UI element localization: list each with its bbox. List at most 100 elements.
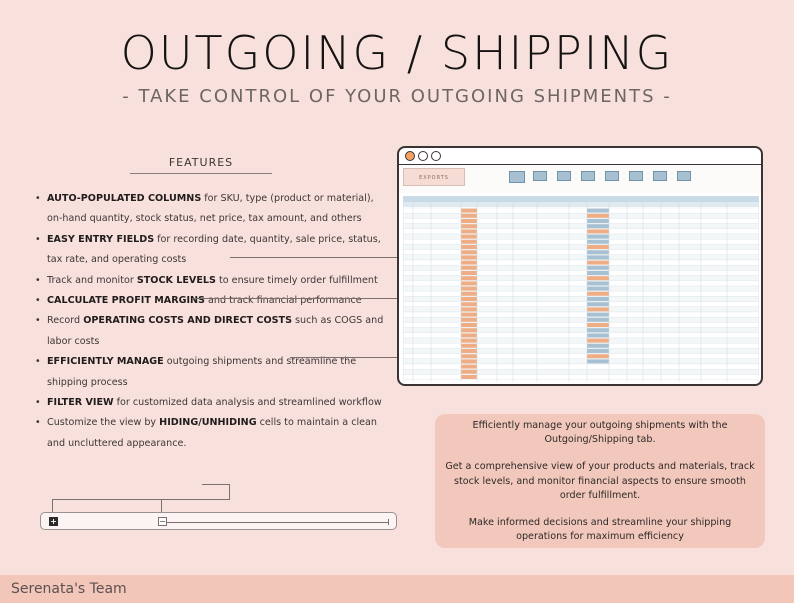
connector-line xyxy=(229,484,230,500)
connector-line xyxy=(192,298,592,299)
feature-text: outgoing shipments and streamline the sh… xyxy=(47,356,357,388)
type-cell xyxy=(461,291,477,296)
minimize-dot[interactable] xyxy=(418,151,428,161)
status-cell xyxy=(587,323,609,327)
collapse-group-button[interactable]: − xyxy=(158,517,167,526)
table-row xyxy=(403,342,759,349)
dashboard-icon[interactable] xyxy=(509,171,525,183)
type-cell xyxy=(461,255,477,260)
status-cell xyxy=(587,213,609,218)
status-cell xyxy=(587,281,609,286)
type-cell xyxy=(461,364,477,369)
status-cell xyxy=(587,229,609,234)
type-cell xyxy=(461,265,477,270)
feature-bold: EFFICIENTLY MANAGE xyxy=(47,356,164,368)
table-row xyxy=(403,249,759,255)
group-range-end xyxy=(388,519,389,525)
status-cell xyxy=(587,343,609,348)
table-row xyxy=(403,228,759,235)
status-cell xyxy=(587,276,609,281)
status-cell xyxy=(587,312,609,317)
feature-item: AUTO-POPULATED COLUMNS for SKU, type (pr… xyxy=(34,189,384,230)
table-row xyxy=(403,327,759,334)
type-cell xyxy=(461,250,477,255)
type-cell xyxy=(461,323,477,327)
feature-item: EFFICIENTLY MANAGE outgoing shipments an… xyxy=(34,352,384,393)
expand-group-button[interactable]: + xyxy=(49,517,58,526)
type-cell xyxy=(461,302,477,307)
info-paragraph: Efficiently manage your outgoing shipmen… xyxy=(472,420,728,446)
feature-item: Customize the view by HIDING/UNHIDING ce… xyxy=(34,413,384,454)
grid-canvas xyxy=(403,196,759,382)
status-cell xyxy=(587,307,609,312)
table-row xyxy=(403,280,759,287)
table-row xyxy=(403,363,759,370)
feature-item: Track and monitor STOCK LEVELS to ensure… xyxy=(34,271,384,292)
brand-name: Serenata's Team xyxy=(11,581,127,597)
inventory-icon[interactable] xyxy=(533,171,547,181)
status-cell xyxy=(587,328,609,333)
table-row xyxy=(403,301,759,307)
table-row xyxy=(403,285,759,292)
status-cell xyxy=(587,239,609,244)
materials-icon[interactable] xyxy=(605,171,619,181)
connector-line xyxy=(230,257,510,258)
type-cell xyxy=(461,343,477,348)
outgoing-icon[interactable] xyxy=(677,171,691,181)
table-row xyxy=(403,296,759,302)
spreadsheet-window: EXPORTS xyxy=(397,146,763,386)
table-row xyxy=(403,353,759,360)
table-row xyxy=(403,316,759,323)
feature-text: and track financial performance xyxy=(204,295,362,307)
status-cell xyxy=(587,286,609,291)
feature-item: Record OPERATING COSTS AND DIRECT COSTS … xyxy=(34,311,384,352)
type-cell xyxy=(461,271,477,275)
table-row xyxy=(403,348,759,354)
info-paragraph: Get a comprehensive view of your product… xyxy=(445,461,755,501)
table-row xyxy=(403,306,759,313)
feature-bold: HIDING/UNHIDING xyxy=(159,417,257,429)
sheet-header: EXPORTS xyxy=(399,165,761,193)
table-row xyxy=(403,358,759,365)
type-cell xyxy=(461,281,477,286)
feature-text: for SKU, type (product or material), on-… xyxy=(47,193,374,225)
table-row xyxy=(403,311,759,318)
connector-line xyxy=(161,499,162,515)
incoming-icon[interactable] xyxy=(653,171,667,181)
maximize-dot[interactable] xyxy=(431,151,441,161)
table-row xyxy=(403,290,759,297)
table-row xyxy=(403,374,759,380)
status-cell xyxy=(587,291,609,296)
type-cell xyxy=(461,297,477,301)
feature-text: Customize the view by xyxy=(47,417,160,429)
feature-text: cells to maintain a clean and uncluttere… xyxy=(47,417,378,449)
status-cell xyxy=(587,354,609,359)
window-titlebar xyxy=(399,148,761,165)
type-cell xyxy=(461,276,477,281)
group-toggle-bar: + − xyxy=(40,512,397,530)
orders-icon[interactable] xyxy=(557,171,571,181)
table-row xyxy=(403,207,759,214)
suppliers-icon[interactable] xyxy=(629,171,643,181)
feature-bold: CALCULATE PROFIT MARGINS xyxy=(47,295,205,307)
table-row xyxy=(403,337,759,344)
table-row xyxy=(403,275,759,281)
feature-item: CALCULATE PROFIT MARGINS and track finan… xyxy=(34,291,384,312)
page-title: OUTGOING / SHIPPING xyxy=(120,26,674,80)
table-row xyxy=(403,368,759,375)
feature-text: such as COGS and labor costs xyxy=(47,315,384,347)
feature-bold: FILTER VIEW xyxy=(47,397,114,409)
table-row xyxy=(403,223,759,230)
type-cell xyxy=(461,333,477,338)
type-cell xyxy=(461,349,477,353)
feature-text: Record xyxy=(47,315,84,327)
features-list: AUTO-POPULATED COLUMNS for SKU, type (pr… xyxy=(34,189,384,454)
close-dot[interactable] xyxy=(405,151,415,161)
connector-line xyxy=(52,499,53,515)
type-cell xyxy=(461,219,477,223)
products-icon[interactable] xyxy=(581,171,595,181)
status-cell xyxy=(587,255,609,260)
type-cell xyxy=(461,260,477,265)
table-row xyxy=(403,259,759,266)
table-row xyxy=(403,244,759,250)
